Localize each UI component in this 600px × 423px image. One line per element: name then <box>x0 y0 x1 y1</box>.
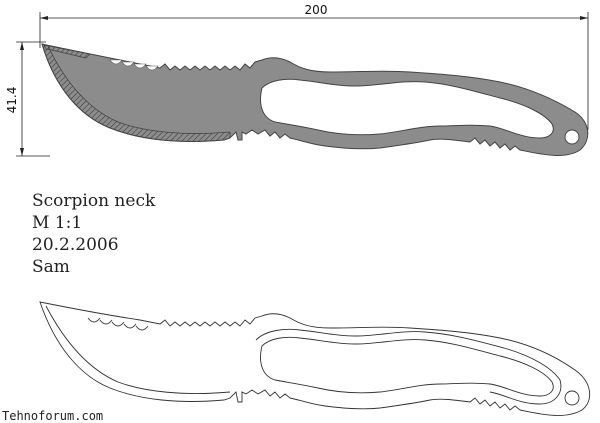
lanyard-hole-outline <box>564 390 580 406</box>
spine-hatch <box>43 44 91 59</box>
blade-edge-hatch <box>41 43 231 142</box>
drawing-author: Sam <box>32 257 70 277</box>
knife-filled-view <box>41 43 589 156</box>
handle-cutout <box>260 78 554 139</box>
length-dimension: 200 <box>39 3 589 130</box>
height-dimension: 41.4 <box>5 41 50 157</box>
height-dimension-label: 41.4 <box>5 87 19 114</box>
watermark-text: Tehnoforum.com <box>2 409 103 423</box>
knife-body-outline <box>39 301 590 416</box>
handle-offset-outline <box>255 328 562 405</box>
length-dimension-label: 200 <box>305 3 328 17</box>
edge-line <box>45 305 231 394</box>
lanyard-hole <box>564 129 580 145</box>
drawing-title: Scorpion neck <box>32 191 156 211</box>
drawing-scale: M 1:1 <box>32 213 82 233</box>
drawing-date: 20.2.2006 <box>32 235 119 255</box>
handle-inner-outline <box>260 336 554 397</box>
title-block: Scorpion neck M 1:1 20.2.2006 Sam <box>32 191 156 277</box>
spine-serrations <box>109 59 159 71</box>
knife-outline-view <box>39 301 590 416</box>
